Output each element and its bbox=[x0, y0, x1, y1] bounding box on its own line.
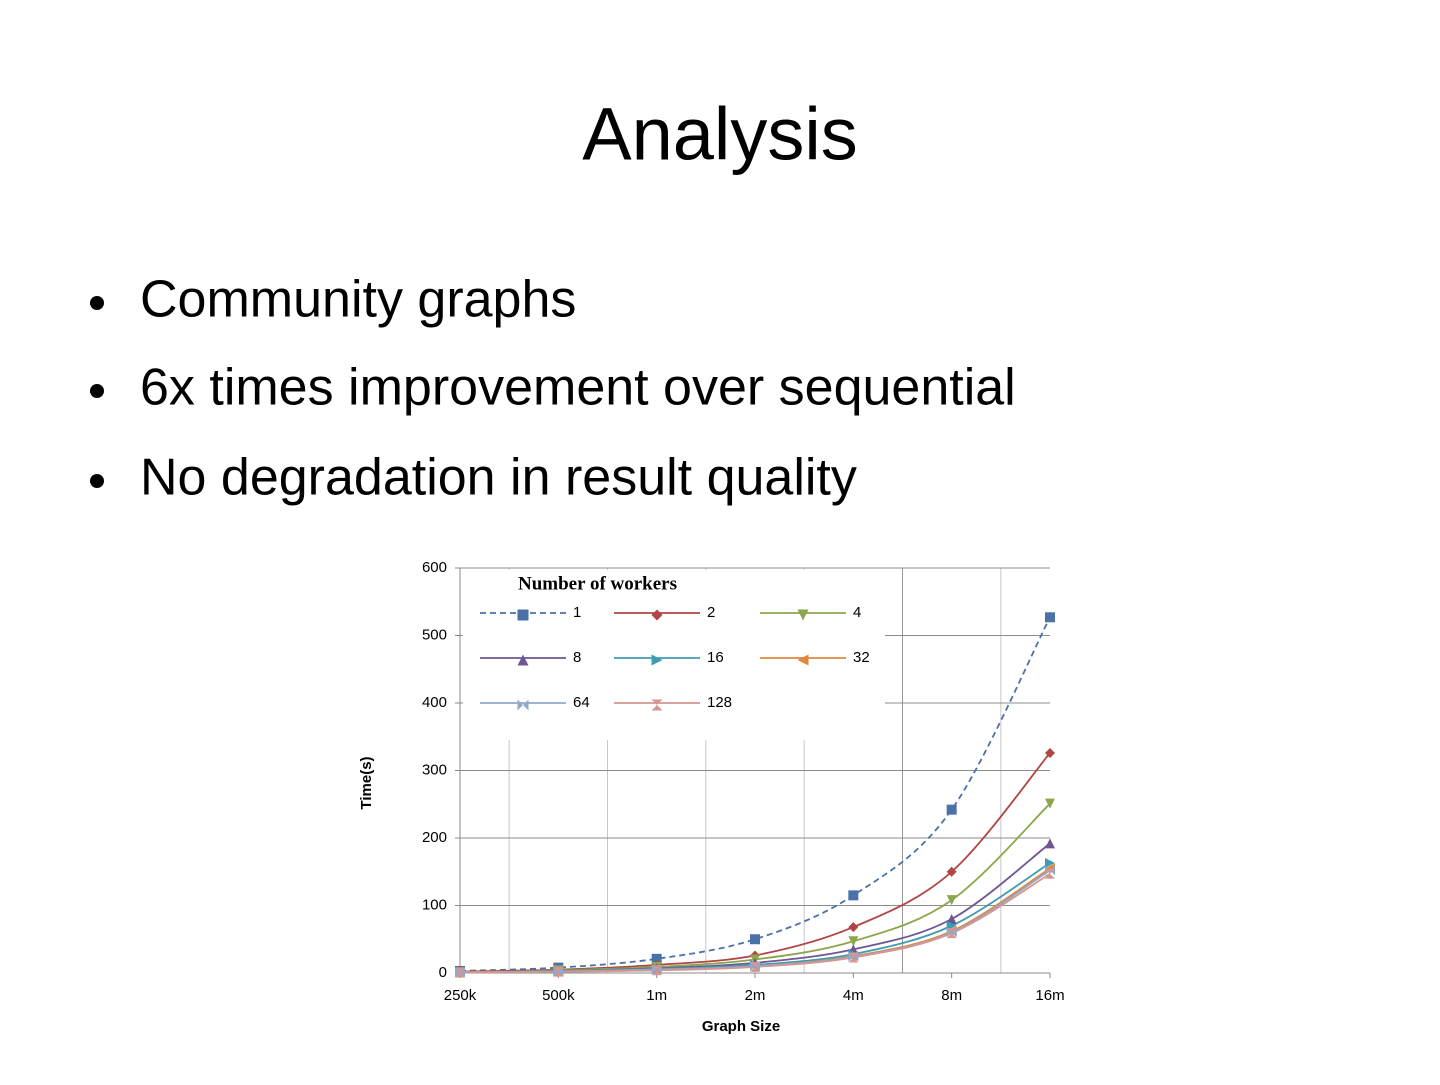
x-axis-title: Graph Size bbox=[702, 1018, 780, 1035]
x-tick-label: 2m bbox=[745, 987, 766, 1004]
x-tick-label: 16m bbox=[1035, 987, 1064, 1004]
marker bbox=[946, 928, 957, 939]
y-tick-label: 0 bbox=[439, 964, 447, 981]
y-tick-label: 200 bbox=[422, 829, 447, 846]
x-tick-label: 8m bbox=[941, 987, 962, 1004]
legend-box bbox=[463, 570, 885, 740]
legend-label: 4 bbox=[853, 604, 861, 621]
marker bbox=[1045, 798, 1055, 809]
marker bbox=[946, 866, 957, 877]
marker bbox=[1045, 857, 1055, 868]
marker bbox=[517, 699, 529, 711]
marker bbox=[848, 922, 859, 933]
legend-label: 8 bbox=[573, 649, 581, 666]
marker bbox=[848, 952, 859, 963]
marker bbox=[946, 914, 957, 924]
marker bbox=[517, 654, 529, 666]
y-tick-label: 500 bbox=[422, 626, 447, 643]
bullet-dot bbox=[90, 296, 104, 310]
marker bbox=[517, 609, 529, 621]
marker bbox=[1045, 612, 1055, 623]
marker bbox=[553, 966, 564, 977]
legend-label: 1 bbox=[573, 604, 581, 621]
marker bbox=[750, 961, 760, 972]
bullet: No degradation in result quality bbox=[140, 449, 857, 507]
marker bbox=[797, 609, 809, 621]
legend-label: 32 bbox=[853, 649, 870, 666]
marker bbox=[946, 804, 957, 815]
x-tick-label: 4m bbox=[843, 987, 864, 1004]
marker bbox=[797, 654, 809, 666]
y-axis-title: Time(s) bbox=[358, 756, 375, 809]
legend-label: 64 bbox=[573, 694, 590, 711]
series-line bbox=[459, 802, 1051, 974]
y-tick-label: 300 bbox=[422, 761, 447, 778]
marker bbox=[750, 934, 760, 945]
y-tick-label: 400 bbox=[422, 694, 447, 711]
slide-title: Analysis bbox=[582, 93, 858, 176]
x-tick-label: 500k bbox=[542, 987, 575, 1004]
bullet-dot bbox=[90, 474, 104, 488]
marker bbox=[1045, 747, 1055, 758]
marker bbox=[651, 609, 663, 621]
legend-label: 2 bbox=[707, 604, 715, 621]
x-tick-label: 250k bbox=[444, 987, 477, 1004]
marker bbox=[651, 953, 662, 964]
marker bbox=[848, 890, 859, 901]
marker bbox=[1045, 838, 1055, 849]
marker bbox=[651, 654, 663, 666]
marker bbox=[455, 967, 465, 978]
marker bbox=[1045, 868, 1055, 879]
legend-title: Number of workers bbox=[518, 573, 677, 594]
marker bbox=[651, 699, 663, 711]
y-tick-label: 100 bbox=[422, 896, 447, 913]
x-tick-label: 1m bbox=[646, 987, 667, 1004]
marker bbox=[848, 936, 859, 947]
marker bbox=[946, 895, 957, 906]
bullet-dot bbox=[90, 384, 104, 398]
chart: 0 100 200 300 400 500 600 250k 500k 1m 2m 4m 8m 16m Gr… bbox=[358, 559, 1065, 1035]
legend-label: 128 bbox=[707, 694, 732, 711]
marker bbox=[651, 965, 662, 976]
y-tick-label: 600 bbox=[422, 559, 447, 576]
bullet: Community graphs bbox=[140, 271, 576, 329]
legend-label: 16 bbox=[707, 649, 724, 666]
bullet: 6x times improvement over sequential bbox=[140, 359, 1016, 417]
